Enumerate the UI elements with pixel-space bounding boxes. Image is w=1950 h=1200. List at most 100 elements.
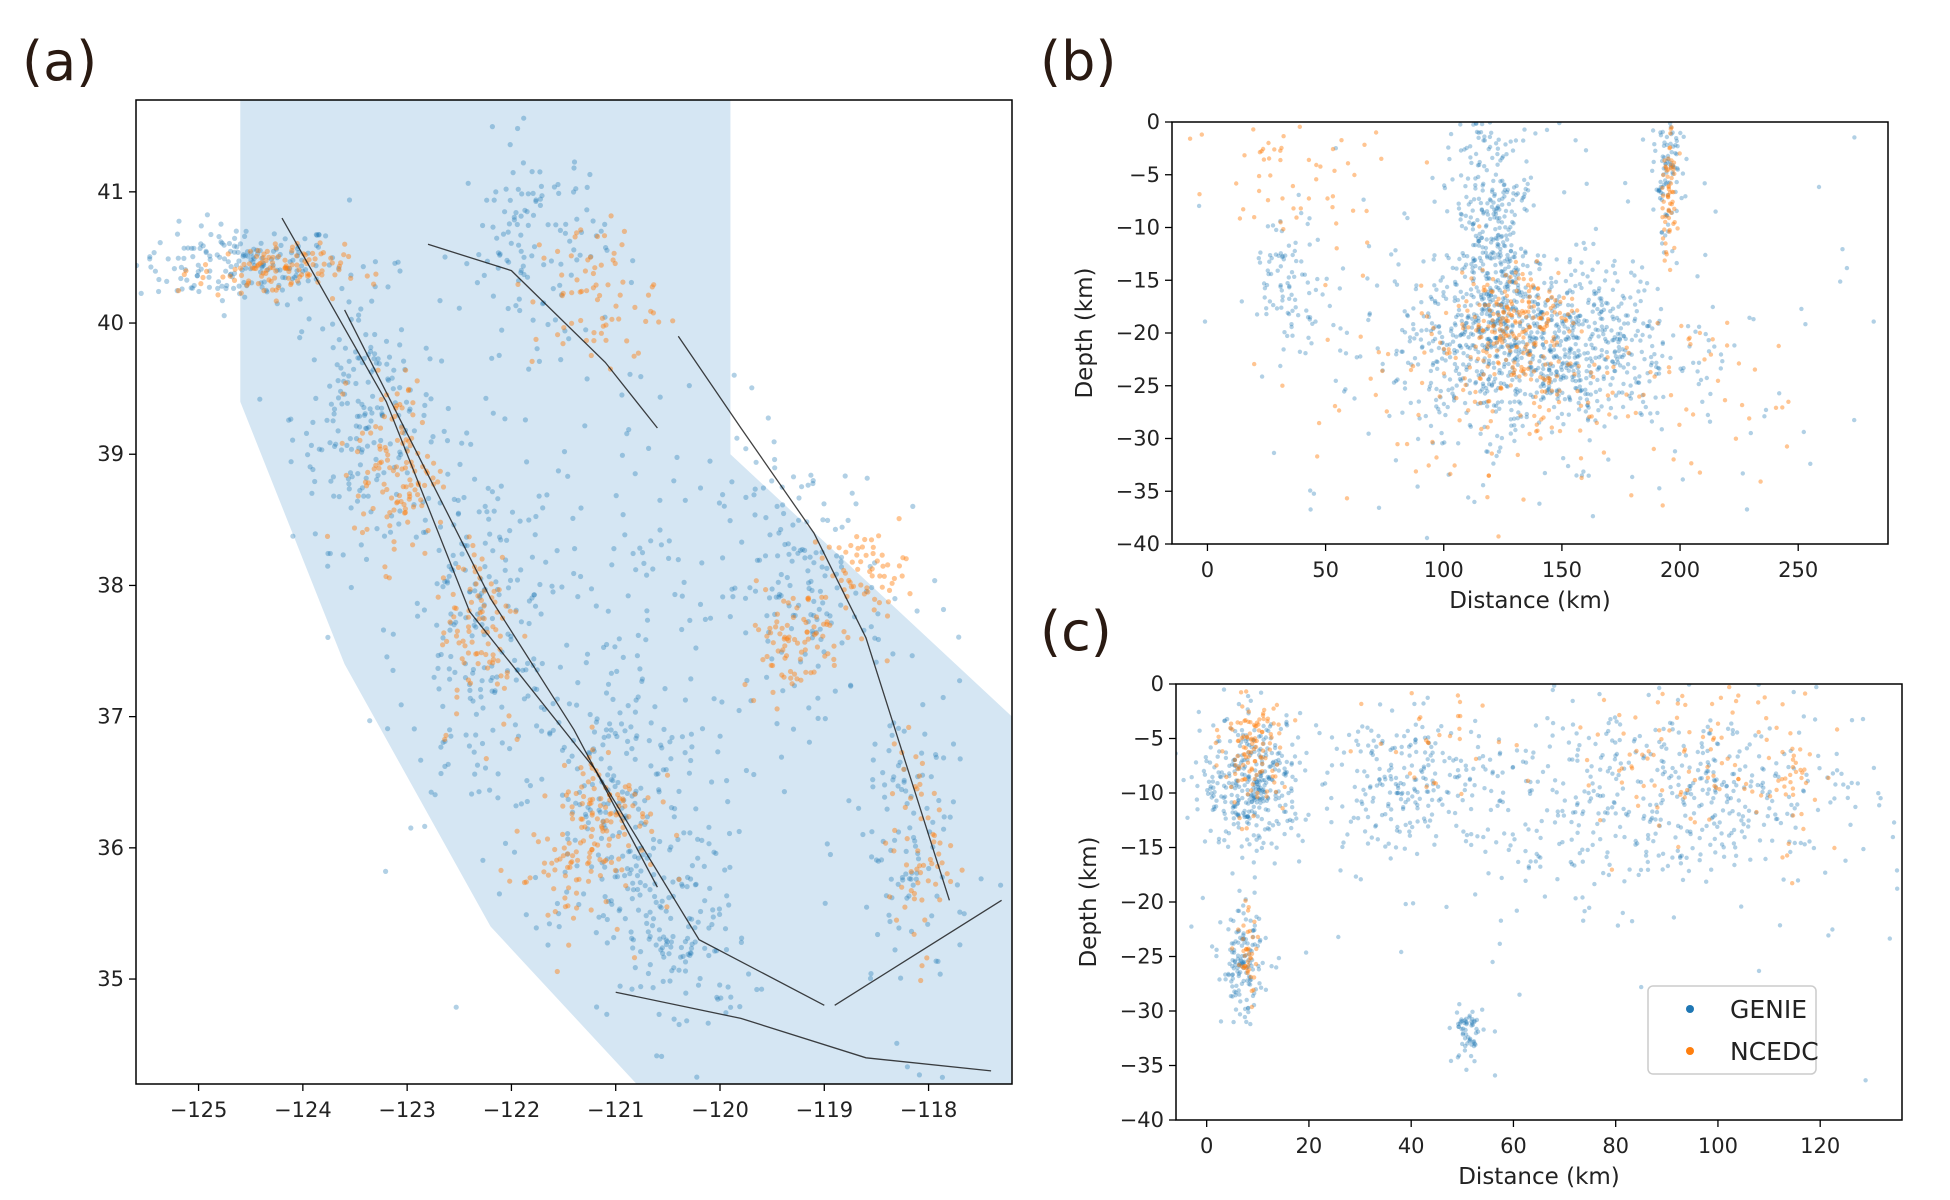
data-point [1246, 774, 1251, 779]
data-point [514, 667, 520, 673]
data-point [1548, 275, 1554, 281]
data-point [605, 749, 612, 756]
data-point [1337, 286, 1343, 291]
data-point [644, 814, 651, 820]
data-point [1514, 344, 1519, 350]
data-point [330, 418, 336, 424]
data-point [1549, 284, 1554, 289]
data-point [1513, 392, 1518, 397]
data-point [1660, 341, 1666, 346]
data-point [766, 595, 773, 601]
data-point [1595, 367, 1600, 372]
data-point [1662, 158, 1667, 163]
data-point [1462, 1018, 1468, 1023]
data-point [1489, 329, 1495, 334]
data-point [608, 819, 614, 825]
data-point [1423, 413, 1429, 419]
data-point [200, 274, 206, 281]
data-point [1666, 156, 1671, 161]
data-point [385, 284, 391, 290]
data-point [1485, 271, 1491, 276]
data-point [775, 553, 781, 559]
data-point [198, 223, 204, 229]
data-point [1270, 777, 1275, 783]
data-point [531, 832, 537, 838]
data-point [480, 615, 486, 621]
data-point [1218, 774, 1224, 780]
data-point [215, 292, 221, 298]
data-point [1210, 779, 1216, 784]
data-point [1500, 202, 1505, 207]
data-point [1448, 131, 1454, 137]
data-point [1234, 930, 1239, 935]
data-point [674, 832, 680, 839]
data-point [215, 279, 222, 285]
data-point [645, 292, 652, 298]
data-point [1205, 791, 1211, 796]
data-point [1446, 347, 1451, 352]
data-point [1436, 345, 1442, 351]
data-point [834, 553, 840, 559]
data-point [805, 619, 811, 625]
data-point [1583, 391, 1588, 397]
data-point [1514, 335, 1519, 341]
data-point [1458, 173, 1464, 178]
data-point [632, 854, 638, 860]
data-point [1232, 959, 1238, 965]
data-point [752, 622, 758, 628]
data-point [1293, 811, 1298, 816]
data-point [850, 583, 857, 590]
data-point [1263, 735, 1269, 740]
data-point [1365, 814, 1371, 820]
data-point [1504, 383, 1509, 389]
data-point [736, 707, 742, 714]
data-point [1352, 172, 1357, 178]
data-point [225, 251, 231, 257]
data-point [1501, 299, 1506, 305]
data-point [410, 412, 416, 418]
data-point [380, 489, 386, 495]
data-point [1426, 387, 1432, 392]
data-point [1484, 311, 1490, 317]
series-genie [136, 115, 1004, 1080]
data-point [1404, 441, 1410, 447]
data-point [649, 284, 655, 290]
data-point [338, 388, 344, 394]
data-point [913, 754, 919, 760]
data-point [1477, 302, 1482, 308]
data-point [1650, 168, 1655, 173]
data-point [462, 643, 468, 649]
data-point [1471, 221, 1477, 226]
data-point [1575, 314, 1581, 319]
data-point [1486, 473, 1492, 478]
data-point [1487, 134, 1493, 140]
data-point [1588, 356, 1593, 361]
data-point [1531, 335, 1536, 340]
data-point [614, 874, 621, 880]
data-point [917, 870, 924, 876]
data-point [1524, 314, 1529, 319]
data-point [376, 465, 382, 471]
data-point [1413, 286, 1419, 292]
data-point [1739, 402, 1745, 408]
data-point [268, 256, 274, 262]
data-point [1611, 364, 1616, 370]
y-tick-label: 36 [97, 836, 124, 860]
data-point [1777, 391, 1782, 396]
data-point [1662, 155, 1667, 160]
data-point [1585, 403, 1590, 408]
data-point [1597, 286, 1602, 291]
data-point [719, 699, 725, 705]
data-point [1211, 785, 1216, 790]
data-point [1527, 294, 1533, 299]
data-point [1436, 324, 1442, 330]
data-point [1462, 376, 1467, 381]
data-point [1816, 184, 1822, 190]
data-point [1247, 842, 1252, 847]
data-point [485, 485, 491, 491]
data-point [1239, 981, 1245, 986]
data-point [659, 898, 665, 904]
data-point [1496, 347, 1501, 352]
data-point [516, 242, 522, 248]
data-point [1634, 309, 1640, 314]
